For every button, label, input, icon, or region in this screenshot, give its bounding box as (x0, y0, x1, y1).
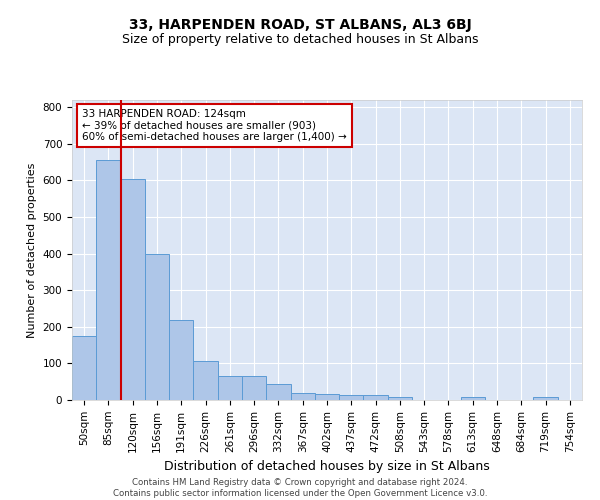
Bar (218, 376, 242, 400)
Text: 33, HARPENDEN ROAD, ST ALBANS, AL3 6BJ: 33, HARPENDEN ROAD, ST ALBANS, AL3 6BJ (128, 18, 472, 32)
Text: Size of property relative to detached houses in St Albans: Size of property relative to detached ho… (122, 32, 478, 46)
Bar (96, 160, 121, 400)
Bar (339, 394, 364, 400)
Bar (364, 394, 388, 400)
X-axis label: Distribution of detached houses by size in St Albans: Distribution of detached houses by size … (164, 460, 490, 473)
Bar (388, 397, 412, 400)
Bar (72, 336, 96, 400)
Bar (315, 394, 339, 400)
Text: Contains HM Land Registry data © Crown copyright and database right 2024.
Contai: Contains HM Land Registry data © Crown c… (113, 478, 487, 498)
Text: 33 HARPENDEN ROAD: 124sqm
← 39% of detached houses are smaller (903)
60% of semi: 33 HARPENDEN ROAD: 124sqm ← 39% of detac… (82, 109, 347, 142)
Bar (533, 398, 558, 400)
Y-axis label: Number of detached properties: Number of detached properties (27, 162, 37, 338)
Bar (266, 384, 290, 400)
Bar (461, 397, 485, 400)
Bar (193, 361, 218, 400)
Bar (121, 178, 145, 400)
Bar (242, 376, 266, 400)
Bar (169, 320, 193, 400)
Bar (145, 254, 169, 400)
Bar (290, 394, 315, 400)
